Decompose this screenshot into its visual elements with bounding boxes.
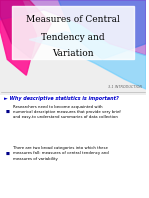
Polygon shape: [0, 0, 37, 75]
Text: Researchers need to become acquainted with
numerical descriptive measures that p: Researchers need to become acquainted wi…: [13, 105, 121, 119]
Text: 3.1 INTRODUCTION: 3.1 INTRODUCTION: [108, 85, 142, 89]
Text: ■: ■: [6, 151, 10, 155]
Text: Measures of Central: Measures of Central: [26, 15, 120, 24]
Text: Variation: Variation: [52, 49, 94, 58]
Text: ■: ■: [6, 110, 10, 114]
FancyBboxPatch shape: [0, 0, 146, 95]
Text: There are two broad categories into which these
measures fall: measures of centr: There are two broad categories into whic…: [13, 146, 109, 161]
Polygon shape: [0, 0, 146, 55]
Polygon shape: [12, 6, 134, 59]
Polygon shape: [0, 0, 51, 59]
Text: Tendency and: Tendency and: [41, 33, 105, 42]
Text: ► Why descriptive statistics is important?: ► Why descriptive statistics is importan…: [4, 95, 119, 101]
Polygon shape: [29, 32, 146, 89]
Polygon shape: [58, 0, 146, 59]
